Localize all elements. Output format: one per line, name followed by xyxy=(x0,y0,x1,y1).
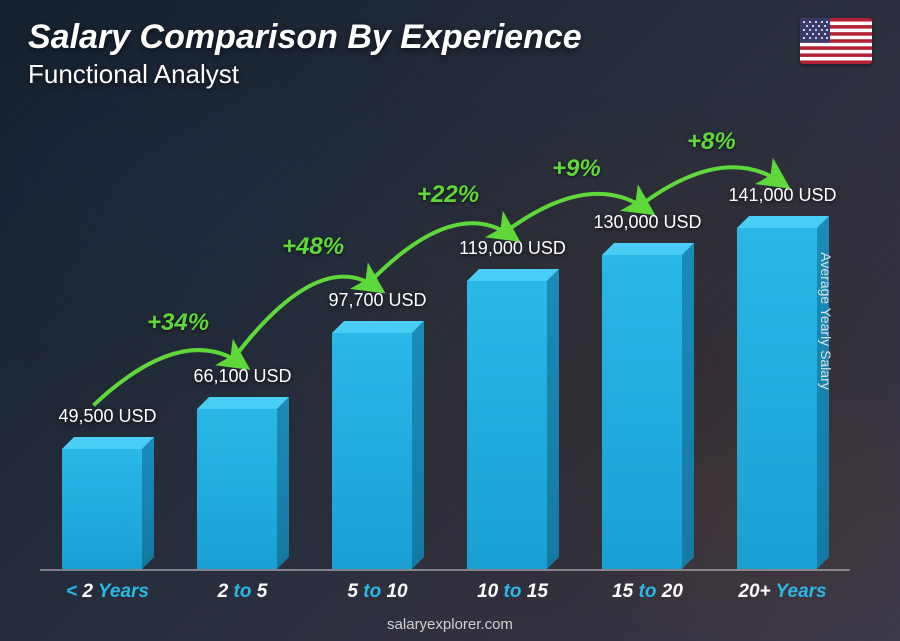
x-axis-label: 15 to 20 xyxy=(580,581,715,603)
bar-front xyxy=(197,409,277,569)
bar-side xyxy=(277,397,289,569)
x-axis-labels: < 2 Years2 to 55 to 1010 to 1515 to 2020… xyxy=(40,581,850,603)
x-axis-label: 2 to 5 xyxy=(175,581,310,603)
delta-label: +9% xyxy=(552,155,601,183)
bar-front xyxy=(602,255,682,569)
bar-front xyxy=(467,281,547,569)
y-axis-label: Average Yearly Salary xyxy=(817,252,833,390)
x-axis-label: 10 to 15 xyxy=(445,581,580,603)
bar xyxy=(62,449,154,569)
footer-credit: salaryexplorer.com xyxy=(0,616,900,633)
bar xyxy=(737,228,829,569)
bar-side xyxy=(682,243,694,569)
bar-value-label: 66,100 USD xyxy=(193,366,291,387)
bar-front xyxy=(332,333,412,569)
bar-value-label: 130,000 USD xyxy=(593,212,701,233)
header: Salary Comparison By Experience Function… xyxy=(28,18,872,90)
bar-top xyxy=(62,437,154,449)
delta-label: +8% xyxy=(687,128,736,156)
bar-side xyxy=(142,437,154,569)
bar-side xyxy=(547,269,559,569)
country-flag-icon xyxy=(800,18,872,64)
x-axis-label: < 2 Years xyxy=(40,581,175,603)
bar-top xyxy=(197,397,289,409)
bar-value-label: 97,700 USD xyxy=(328,290,426,311)
bar xyxy=(332,333,424,569)
page-subtitle: Functional Analyst xyxy=(28,59,872,90)
bar-value-label: 119,000 USD xyxy=(459,238,566,259)
bar-top xyxy=(737,216,829,228)
delta-label: +34% xyxy=(147,309,209,337)
bar-value-label: 141,000 USD xyxy=(728,185,836,206)
bar-top xyxy=(467,269,559,281)
bar-top xyxy=(602,243,694,255)
x-axis-label: 5 to 10 xyxy=(310,581,445,603)
bar xyxy=(197,409,289,569)
page-title: Salary Comparison By Experience xyxy=(28,18,872,57)
bar-group: 97,700 USD xyxy=(310,100,445,569)
bar-side xyxy=(412,321,424,569)
bar-top xyxy=(332,321,424,333)
bar-front xyxy=(62,449,142,569)
bar xyxy=(467,281,559,569)
bar-value-label: 49,500 USD xyxy=(58,406,156,427)
delta-label: +48% xyxy=(282,233,344,261)
bar xyxy=(602,255,694,569)
x-axis-label: 20+ Years xyxy=(715,581,850,603)
delta-label: +22% xyxy=(417,181,479,209)
bar-front xyxy=(737,228,817,569)
